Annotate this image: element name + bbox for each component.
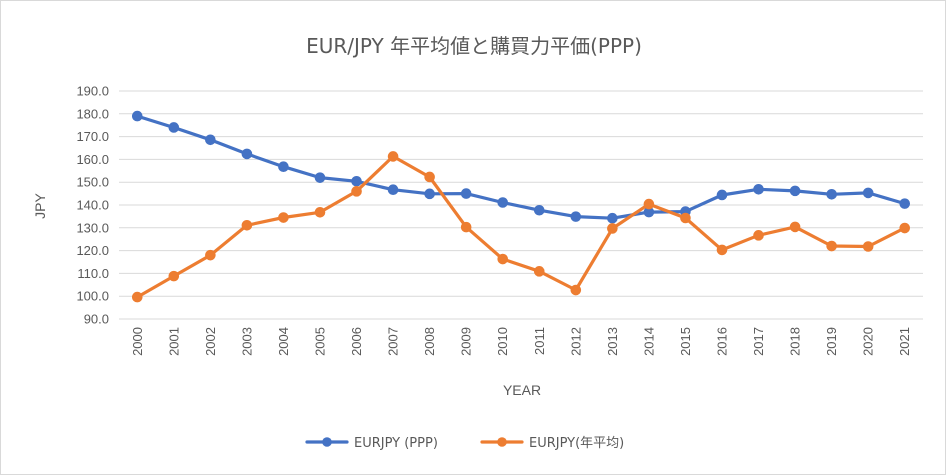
x-tick-label: 2016 xyxy=(715,327,730,356)
data-point xyxy=(205,249,216,261)
data-point xyxy=(387,184,399,196)
data-point xyxy=(753,183,764,195)
data-point xyxy=(533,266,545,277)
data-point xyxy=(241,148,253,160)
series-layer xyxy=(131,110,911,303)
data-point xyxy=(716,244,728,256)
data-point xyxy=(205,134,216,146)
x-tick-label: 2000 xyxy=(130,327,145,356)
chart-title: EUR/JPY 年平均値と購買力平価(PPP) xyxy=(306,34,642,58)
data-point xyxy=(131,110,143,122)
data-point xyxy=(278,161,289,172)
data-point xyxy=(533,204,545,216)
data-point xyxy=(753,230,764,241)
legend: EURJPY (PPP) EURJPY(年平均) xyxy=(305,436,624,451)
data-point xyxy=(424,188,435,200)
data-point xyxy=(168,270,180,282)
x-tick-label: 2015 xyxy=(678,327,693,356)
data-point xyxy=(131,291,143,303)
x-tick-label: 2018 xyxy=(788,327,803,356)
data-point xyxy=(314,206,326,218)
series-line xyxy=(135,114,907,220)
data-point xyxy=(789,221,801,233)
series-2 xyxy=(131,151,911,303)
y-axis-ticks: 90.0 100.0 110.0 120.0 130.0 140.0 150.0 160.0 1… xyxy=(76,84,109,327)
legend-item: EURJPY (PPP) xyxy=(305,436,438,451)
data-point xyxy=(570,284,582,296)
series-1 xyxy=(131,110,911,224)
data-point xyxy=(716,189,728,201)
data-point xyxy=(241,219,253,231)
data-point xyxy=(351,186,362,197)
data-point xyxy=(899,198,911,209)
x-tick-label: 2010 xyxy=(495,327,510,356)
data-point xyxy=(497,253,509,265)
data-point xyxy=(607,223,618,234)
x-tick-label: 2012 xyxy=(568,327,583,356)
data-point xyxy=(314,172,326,183)
data-point xyxy=(387,151,399,162)
x-axis-ticks: 2000 2001 2002 2003 2004 2005 2006 2007 2008 2009… xyxy=(130,327,912,356)
data-point xyxy=(570,211,582,222)
y-tick-label: 170.0 xyxy=(76,129,109,144)
data-point xyxy=(789,185,801,197)
data-point xyxy=(278,212,289,223)
data-point xyxy=(424,171,435,183)
y-tick-label: 190.0 xyxy=(76,84,109,99)
data-point xyxy=(862,187,874,199)
legend-swatch-marker xyxy=(322,437,332,447)
data-point xyxy=(862,241,874,252)
legend-label: EURJPY(年平均) xyxy=(529,436,624,451)
y-tick-label: 150.0 xyxy=(76,175,109,190)
x-tick-label: 2013 xyxy=(605,327,620,356)
data-point xyxy=(460,188,472,199)
x-tick-label: 2011 xyxy=(532,327,547,355)
data-point xyxy=(460,221,472,233)
x-tick-label: 2002 xyxy=(203,327,218,356)
x-tick-label: 2019 xyxy=(824,327,839,356)
y-tick-label: 100.0 xyxy=(76,289,109,304)
x-axis-title: YEAR xyxy=(503,382,541,398)
y-tick-label: 90.0 xyxy=(84,312,109,327)
data-point xyxy=(680,212,691,224)
y-tick-label: 160.0 xyxy=(76,152,109,167)
legend-swatch-marker xyxy=(497,437,507,447)
y-tick-label: 140.0 xyxy=(76,198,109,213)
data-point xyxy=(899,222,911,234)
legend-label: EURJPY (PPP) xyxy=(354,436,438,451)
x-tick-label: 2009 xyxy=(459,327,474,356)
data-point xyxy=(351,175,362,187)
data-point xyxy=(497,197,509,208)
x-tick-label: 2008 xyxy=(422,327,437,356)
series-line xyxy=(135,154,907,299)
data-point xyxy=(826,240,837,252)
data-point xyxy=(826,188,837,200)
y-tick-label: 180.0 xyxy=(76,106,109,121)
y-tick-label: 120.0 xyxy=(76,243,109,258)
x-tick-label: 2004 xyxy=(276,327,291,356)
x-tick-label: 2014 xyxy=(641,327,656,356)
data-point xyxy=(643,198,655,210)
legend-item: EURJPY(年平均) xyxy=(480,436,624,451)
x-tick-label: 2005 xyxy=(313,327,328,356)
y-axis-title: JPY xyxy=(32,193,48,219)
x-tick-label: 2003 xyxy=(239,327,254,356)
x-tick-label: 2006 xyxy=(349,327,364,356)
data-point xyxy=(607,212,618,224)
x-tick-label: 2007 xyxy=(386,327,401,356)
x-tick-label: 2021 xyxy=(897,327,912,356)
y-tick-label: 130.0 xyxy=(76,220,109,235)
data-point xyxy=(168,122,180,133)
x-tick-label: 2017 xyxy=(751,327,766,356)
y-tick-label: 110.0 xyxy=(77,266,109,281)
x-tick-label: 2020 xyxy=(861,327,876,356)
x-tick-label: 2001 xyxy=(166,327,181,356)
